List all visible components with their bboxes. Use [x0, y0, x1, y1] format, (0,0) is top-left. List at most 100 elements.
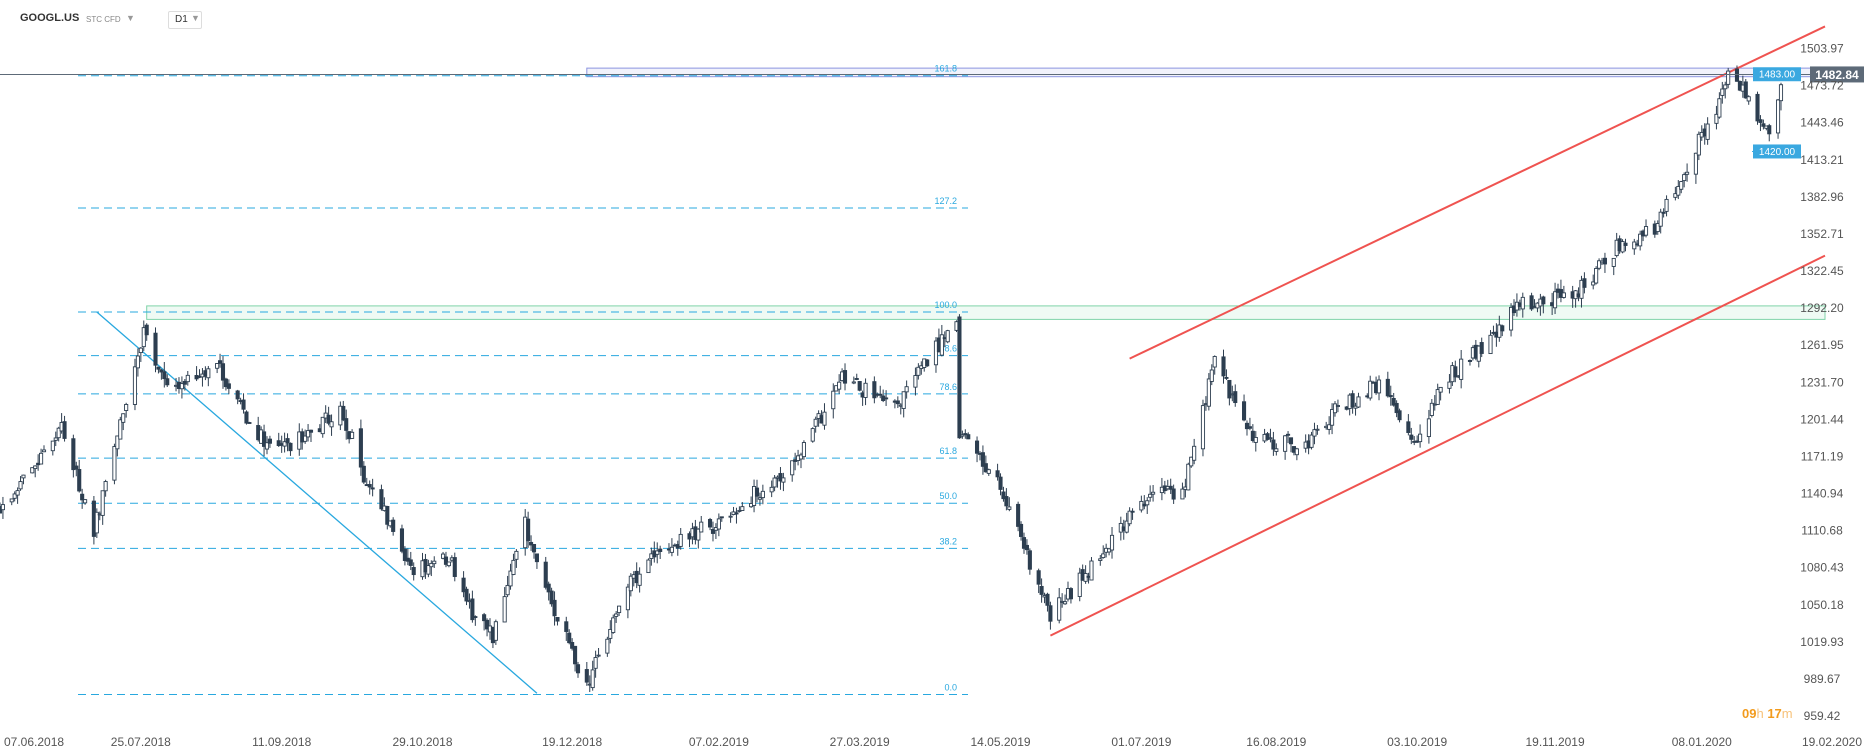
- zones-layer: [146, 67, 1826, 320]
- candle-body: [94, 511, 99, 534]
- candle-body: [0, 504, 5, 511]
- candle-body: [306, 430, 311, 438]
- channel-upper: [1129, 25, 1826, 360]
- candle-body: [1714, 113, 1719, 124]
- candle-body: [1288, 437, 1294, 445]
- candle-body: [185, 374, 190, 383]
- candle-body: [282, 441, 287, 447]
- y-tick-label: 1261.95: [1800, 338, 1844, 352]
- candle-body: [1418, 433, 1423, 443]
- y-tick-label: 1019.93: [1800, 635, 1844, 649]
- candle-body: [1098, 558, 1103, 561]
- fib-level-label: 61.8: [939, 446, 957, 456]
- candle-body: [33, 465, 38, 470]
- candle-body: [669, 546, 674, 553]
- candle-body: [138, 347, 143, 354]
- candle-body: [1244, 422, 1250, 430]
- y-tick-label: 1080.43: [1800, 561, 1844, 575]
- candle-body: [710, 528, 716, 534]
- candle-body: [960, 434, 965, 437]
- candle-body: [740, 506, 745, 511]
- candle-body: [1224, 376, 1229, 379]
- candle-body: [1350, 393, 1355, 408]
- downtrend: [96, 311, 538, 694]
- y-tick-label: 1413.21: [1800, 153, 1844, 167]
- x-tick-label: 27.03.2019: [830, 735, 890, 749]
- candle-body: [399, 528, 405, 552]
- candle-body: [470, 598, 475, 621]
- y-tick-label: 1322.45: [1800, 264, 1844, 278]
- x-tick-label: 19.12.2018: [542, 735, 602, 749]
- candle-body: [220, 363, 226, 381]
- candle-body: [508, 570, 513, 587]
- x-tick-label: 25.07.2018: [111, 735, 171, 749]
- candle-body: [1048, 605, 1053, 622]
- candle-body: [1693, 152, 1698, 175]
- candle-body: [567, 632, 572, 644]
- candle-body: [933, 340, 939, 366]
- candle-body: [112, 446, 117, 481]
- candle-body: [1623, 242, 1628, 246]
- candle-body: [543, 561, 548, 588]
- candle-body: [344, 418, 349, 431]
- candle-body: [593, 657, 598, 669]
- candle-body: [534, 553, 539, 563]
- x-tick-label: 19.02.2020: [1802, 735, 1862, 749]
- candle-body: [226, 383, 231, 389]
- candle-body: [611, 617, 616, 633]
- candle-body: [215, 363, 220, 369]
- candle-body: [39, 452, 44, 465]
- candle-body: [1582, 278, 1587, 288]
- candle-body: [1312, 429, 1317, 437]
- candle-body: [1620, 241, 1625, 253]
- candle-body: [1406, 421, 1411, 433]
- y-tick-label: 1201.44: [1800, 412, 1844, 426]
- candle-body: [1148, 493, 1153, 498]
- candle-body: [426, 565, 431, 575]
- candle-body: [502, 596, 507, 623]
- candle-body: [696, 528, 701, 541]
- candle-body: [235, 390, 240, 400]
- candle-body: [429, 562, 434, 568]
- candle-body: [1271, 439, 1276, 450]
- candle-body: [1186, 463, 1191, 491]
- candle-body: [1206, 378, 1211, 407]
- candle-body: [854, 378, 859, 380]
- chevron-down-icon[interactable]: ▼: [126, 13, 135, 23]
- candle-body: [308, 429, 314, 433]
- x-tick-label: 08.01.2020: [1672, 735, 1732, 749]
- candle-body: [526, 518, 531, 542]
- candle-body: [617, 605, 622, 614]
- candle-body: [1758, 119, 1763, 123]
- candle-body: [1632, 241, 1637, 250]
- candle-body: [781, 477, 786, 483]
- candle-body: [831, 390, 836, 410]
- candle-body: [329, 421, 334, 428]
- symbol-label[interactable]: GOOGL.US: [20, 12, 80, 24]
- price-level-value: 1420.00: [1759, 147, 1796, 158]
- candle-body: [1397, 410, 1402, 421]
- candle-timer: 09h 17m: [1742, 706, 1793, 721]
- candle-body: [570, 642, 575, 649]
- y-tick-label: 1171.19: [1801, 449, 1844, 463]
- candle-body: [244, 411, 249, 424]
- candle-body: [754, 487, 760, 497]
- levels-layer: 1482.84 1483.00 1420.00: [0, 66, 1864, 159]
- y-tick-label: 1382.96: [1800, 190, 1844, 204]
- candle-body: [1776, 99, 1781, 134]
- candle-body: [878, 393, 883, 396]
- candle-body: [837, 381, 842, 390]
- candle-body: [1597, 260, 1602, 269]
- candle-body: [1016, 503, 1021, 527]
- candle-body: [1039, 585, 1044, 595]
- candle-body: [1021, 537, 1027, 549]
- candle-body: [851, 381, 856, 384]
- candle-body: [121, 413, 126, 423]
- candle-body: [505, 584, 510, 596]
- timeframe-select[interactable]: D1 ▼: [168, 11, 202, 29]
- candle-body: [326, 414, 331, 424]
- candle-body: [1488, 334, 1493, 355]
- candle-body: [904, 386, 909, 393]
- candle-body: [1520, 296, 1525, 310]
